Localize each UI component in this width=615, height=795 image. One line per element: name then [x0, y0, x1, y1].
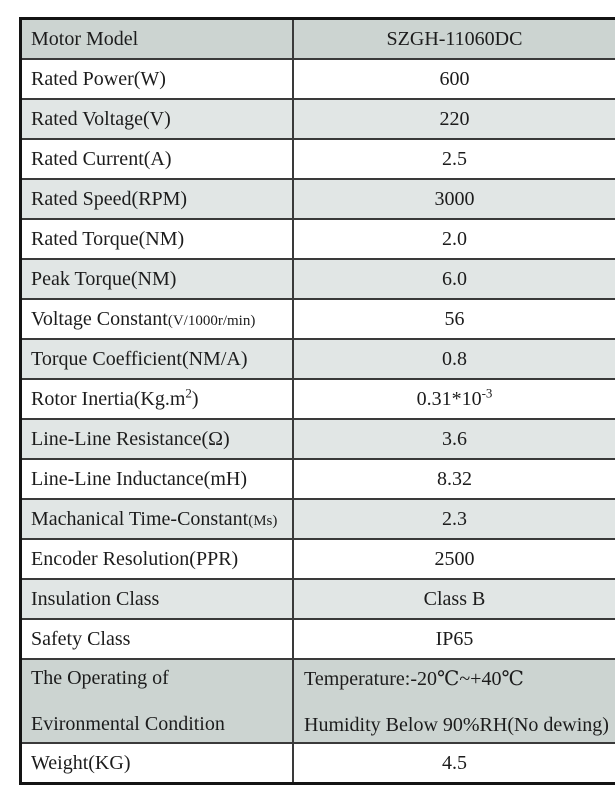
spec-value-cell: 8.32	[292, 458, 615, 500]
spec-value-cell: Temperature:-20℃~+40℃ Humidity Below 90%…	[292, 658, 615, 744]
table-row: Machanical Time-Constant(Ms) 2.3	[19, 498, 615, 540]
spec-value: 8.32	[437, 467, 472, 490]
table-row: Line-Line Resistance(Ω) 3.6	[19, 418, 615, 460]
spec-label: Peak Torque(NM)	[31, 267, 177, 290]
spec-label-cell: Rated Torque(NM)	[19, 218, 294, 260]
spec-label: Line-Line Resistance(Ω)	[31, 427, 230, 450]
spec-value: 3.6	[442, 427, 467, 450]
spec-label: Rated Voltage(V)	[31, 107, 171, 130]
table-row: Rotor Inertia(Kg.m2) 0.31*10-3	[19, 378, 615, 420]
spec-label-cell: Rated Voltage(V)	[19, 98, 294, 140]
spec-value: 600	[439, 67, 470, 90]
motor-spec-table: Motor Model SZGH-11060DC Rated Power(W) …	[19, 17, 615, 785]
spec-value: 2.5	[442, 147, 467, 170]
spec-value: 6.0	[442, 267, 467, 290]
spec-label: Rated Speed(RPM)	[31, 187, 188, 210]
spec-value-superscript: -3	[481, 384, 493, 400]
spec-value-cell: 220	[292, 98, 615, 140]
spec-value-cell: 0.8	[292, 338, 615, 380]
spec-value: 2.3	[442, 507, 467, 530]
spec-label-tail: )	[191, 387, 199, 410]
spec-value-cell: IP65	[292, 618, 615, 660]
spec-label: Torque Coefficient(NM/A)	[31, 347, 248, 370]
spec-value: IP65	[435, 627, 474, 650]
spec-label-cell: Line-Line Resistance(Ω)	[19, 418, 294, 460]
spec-value-line2: Humidity Below 90%RH(No dewing)	[304, 713, 609, 736]
spec-value-cell: 2.5	[292, 138, 615, 180]
spec-label-cell: Weight(KG)	[19, 742, 294, 785]
spec-label-cell: The Operating of Evironmental Condition	[19, 658, 294, 744]
spec-label-cell: Encoder Resolution(PPR)	[19, 538, 294, 580]
spec-value-cell: 6.0	[292, 258, 615, 300]
spec-label-cell: Rated Speed(RPM)	[19, 178, 294, 220]
spec-value-cell: SZGH-11060DC	[292, 17, 615, 60]
table-row: Voltage Constant(V/1000r/min) 56	[19, 298, 615, 340]
spec-label: Rotor Inertia(Kg.m	[31, 387, 186, 410]
spec-value: Class B	[423, 587, 486, 610]
spec-label: Rated Current(A)	[31, 147, 172, 170]
spec-label-cell: Torque Coefficient(NM/A)	[19, 338, 294, 380]
spec-value: 2500	[434, 547, 475, 570]
table-row: Rated Power(W) 600	[19, 58, 615, 100]
spec-value: 2.0	[442, 227, 467, 250]
spec-label-cell: Voltage Constant(V/1000r/min)	[19, 298, 294, 340]
spec-label-cell: Peak Torque(NM)	[19, 258, 294, 300]
spec-label-cell: Machanical Time-Constant(Ms)	[19, 498, 294, 540]
spec-label: Machanical Time-Constant	[31, 507, 249, 530]
spec-value-cell: 56	[292, 298, 615, 340]
spec-value: 4.5	[442, 751, 467, 774]
spec-value: SZGH-11060DC	[386, 27, 523, 50]
spec-value: 0.8	[442, 347, 467, 370]
spec-value-line1: Temperature:-20℃~+40℃	[304, 667, 524, 690]
spec-value-cell: 2.3	[292, 498, 615, 540]
table-row-environmental: The Operating of Evironmental Condition …	[19, 658, 615, 744]
spec-label-cell: Rated Current(A)	[19, 138, 294, 180]
table-row: Motor Model SZGH-11060DC	[19, 17, 615, 60]
spec-value-cell: Class B	[292, 578, 615, 620]
spec-value-cell: 600	[292, 58, 615, 100]
spec-label-superscript: 2	[185, 384, 192, 400]
spec-label-line2: Evironmental Condition	[31, 712, 225, 735]
spec-label-cell: Safety Class	[19, 618, 294, 660]
table-row: Line-Line Inductance(mH) 8.32	[19, 458, 615, 500]
spec-value-cell: 0.31*10-3	[292, 378, 615, 420]
spec-label: Motor Model	[31, 27, 139, 50]
spec-label: Rated Torque(NM)	[31, 227, 185, 250]
spec-label-unit: (Ms)	[248, 512, 278, 529]
spec-label-cell: Rated Power(W)	[19, 58, 294, 100]
spec-label-cell: Rotor Inertia(Kg.m2)	[19, 378, 294, 420]
spec-label: Weight(KG)	[31, 751, 131, 774]
spec-label: Rated Power(W)	[31, 67, 166, 90]
table-row: Rated Current(A) 2.5	[19, 138, 615, 180]
spec-value-cell: 3000	[292, 178, 615, 220]
spec-value: 220	[439, 107, 470, 130]
spec-value-cell: 2500	[292, 538, 615, 580]
spec-value-cell: 2.0	[292, 218, 615, 260]
spec-label-unit: (V/1000r/min)	[167, 312, 256, 329]
table-row: Safety Class IP65	[19, 618, 615, 660]
table-row: Encoder Resolution(PPR) 2500	[19, 538, 615, 580]
spec-value: 0.31*10	[416, 387, 482, 410]
spec-value: 56	[444, 307, 465, 330]
table-row: Rated Voltage(V) 220	[19, 98, 615, 140]
spec-label: Voltage Constant	[31, 307, 168, 330]
spec-value-cell: 3.6	[292, 418, 615, 460]
spec-value-cell: 4.5	[292, 742, 615, 785]
table-row: Rated Speed(RPM) 3000	[19, 178, 615, 220]
table-row: Rated Torque(NM) 2.0	[19, 218, 615, 260]
spec-label-cell: Motor Model	[19, 17, 294, 60]
spec-label: Line-Line Inductance(mH)	[31, 467, 248, 490]
spec-label-cell: Line-Line Inductance(mH)	[19, 458, 294, 500]
table-row: Peak Torque(NM) 6.0	[19, 258, 615, 300]
table-row: Insulation Class Class B	[19, 578, 615, 620]
spec-label-cell: Insulation Class	[19, 578, 294, 620]
table-row: Weight(KG) 4.5	[19, 742, 615, 785]
table-row: Torque Coefficient(NM/A) 0.8	[19, 338, 615, 380]
spec-label: Safety Class	[31, 627, 131, 650]
spec-label-line1: The Operating of	[31, 666, 169, 689]
spec-value: 3000	[434, 187, 475, 210]
spec-label: Insulation Class	[31, 587, 160, 610]
spec-label: Encoder Resolution(PPR)	[31, 547, 239, 570]
